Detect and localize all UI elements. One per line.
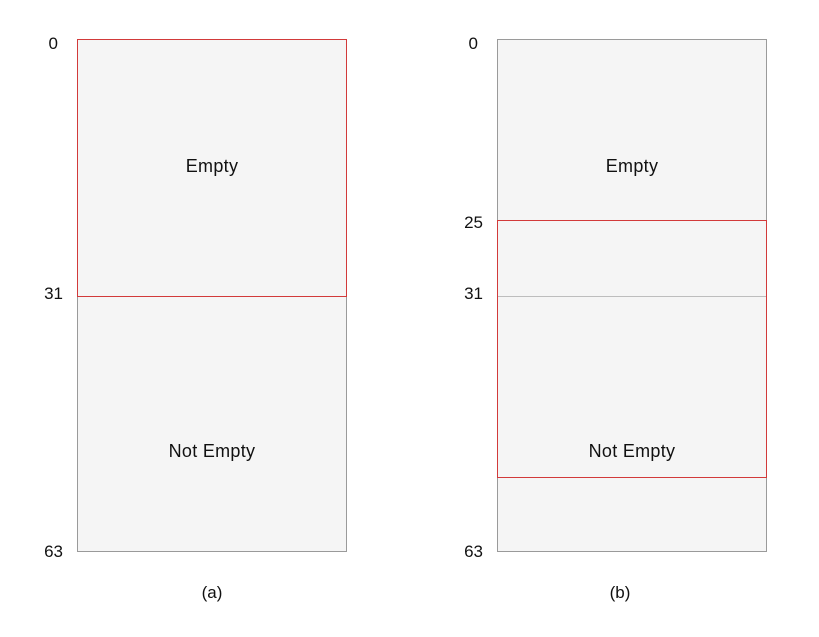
tick-label-63: 63 xyxy=(44,542,63,561)
panel-a: 0 31 63 Empty Not Empty (a) xyxy=(44,34,347,602)
memory-block-a: Empty Not Empty xyxy=(77,39,347,552)
tick-label-63: 63 xyxy=(464,542,483,561)
caption-a: (a) xyxy=(201,583,223,602)
caption-b: (b) xyxy=(609,583,631,602)
divider-line-31 xyxy=(498,296,766,297)
region-label-empty: Empty xyxy=(605,156,659,176)
tick-label-0: 0 xyxy=(48,34,58,53)
tick-label-31: 31 xyxy=(464,284,483,303)
tick-label-31: 31 xyxy=(44,284,63,303)
tick-label-0: 0 xyxy=(468,34,478,53)
divider-line-31 xyxy=(78,296,346,297)
panel-b: 0 25 31 63 Empty Not Empty (b) xyxy=(420,0,819,637)
region-label-not-empty: Not Empty xyxy=(168,441,256,461)
region-label-not-empty: Not Empty xyxy=(588,441,676,461)
tick-label-25: 25 xyxy=(464,213,483,232)
region-label-empty: Empty xyxy=(185,156,239,176)
memory-block-b: Empty Not Empty xyxy=(497,39,767,552)
